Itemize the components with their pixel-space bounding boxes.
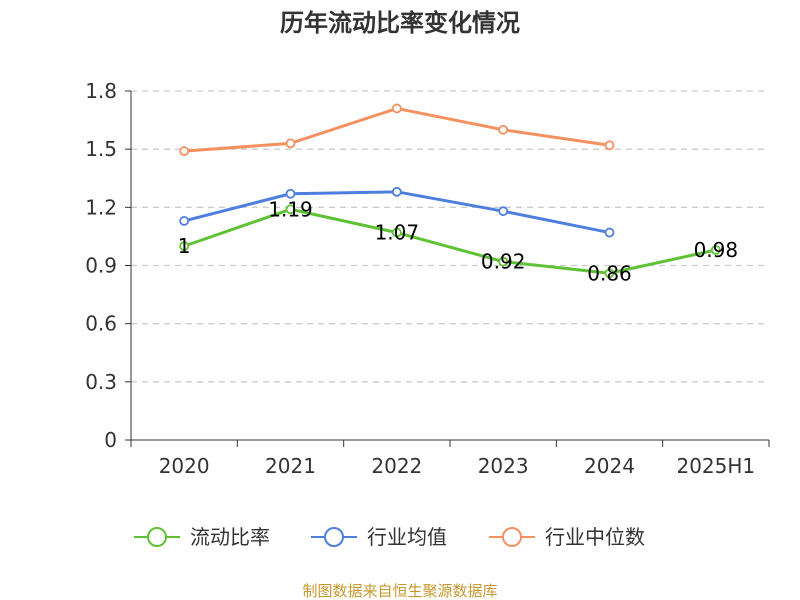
- x-tick-label: 2024: [584, 454, 635, 478]
- y-tick-label: 1.8: [85, 79, 117, 103]
- data-label: 1.07: [375, 221, 420, 245]
- data-point: [604, 140, 615, 151]
- legend-label: 行业中位数: [545, 525, 645, 549]
- series-line: [184, 106, 610, 153]
- y-tick-label: 0: [104, 428, 117, 452]
- y-tick-label: 0.9: [85, 254, 117, 278]
- data-point: [604, 268, 615, 279]
- y-tick-label: 0.6: [85, 312, 117, 336]
- data-point: [179, 146, 190, 157]
- data-point: [179, 241, 190, 252]
- legend-marker-icon: [502, 527, 522, 547]
- x-tick-label: 2025H1: [676, 454, 755, 478]
- data-point: [179, 216, 190, 226]
- legend-marker-icon: [147, 527, 167, 547]
- series-line: [183, 207, 717, 275]
- data-label: 1: [178, 234, 191, 258]
- y-tick-label: 0.3: [85, 370, 117, 394]
- data-label: 1.19: [268, 197, 313, 221]
- x-tick-label: 2020: [159, 454, 210, 478]
- data-point: [391, 103, 402, 114]
- legend: 流动比率 行业均值 行业中位数: [134, 525, 645, 549]
- y-tick-label: 1.2: [85, 195, 117, 219]
- data-point: [498, 124, 509, 135]
- data-point: [710, 245, 721, 255]
- data-point: [391, 227, 402, 238]
- grid-lines: [131, 90, 769, 383]
- data-point: [285, 204, 296, 215]
- legend-marker-icon: [324, 527, 344, 547]
- legend-label: 流动比率: [190, 525, 270, 549]
- x-tick-label: 2023: [478, 454, 529, 478]
- x-tick-label: 2022: [371, 454, 422, 478]
- data-point: [285, 138, 296, 149]
- data-point: [391, 186, 402, 197]
- data-point: [498, 256, 509, 267]
- data-label: 0.92: [481, 250, 526, 274]
- series-lines: [179, 103, 721, 279]
- data-labels: 1 1.19 1.07 0.92 0.86 0.98: [178, 197, 738, 285]
- axes: 0 0.3 0.6 0.9 1.2 1.5 1.8 2020 2021 2022 2023 2024 2…: [85, 79, 770, 478]
- y-tick-label: 1.5: [85, 137, 117, 161]
- data-label: 0.98: [694, 238, 739, 262]
- chart-title: 历年流动比率变化情况: [280, 9, 520, 37]
- data-point: [604, 227, 615, 238]
- x-tick-label: 2021: [265, 454, 316, 478]
- source-note: 制图数据来自恒生聚源数据库: [302, 582, 497, 600]
- legend-label: 行业均值: [367, 525, 447, 549]
- data-point: [498, 206, 509, 217]
- data-label: 0.86: [587, 261, 632, 285]
- data-point: [285, 188, 296, 199]
